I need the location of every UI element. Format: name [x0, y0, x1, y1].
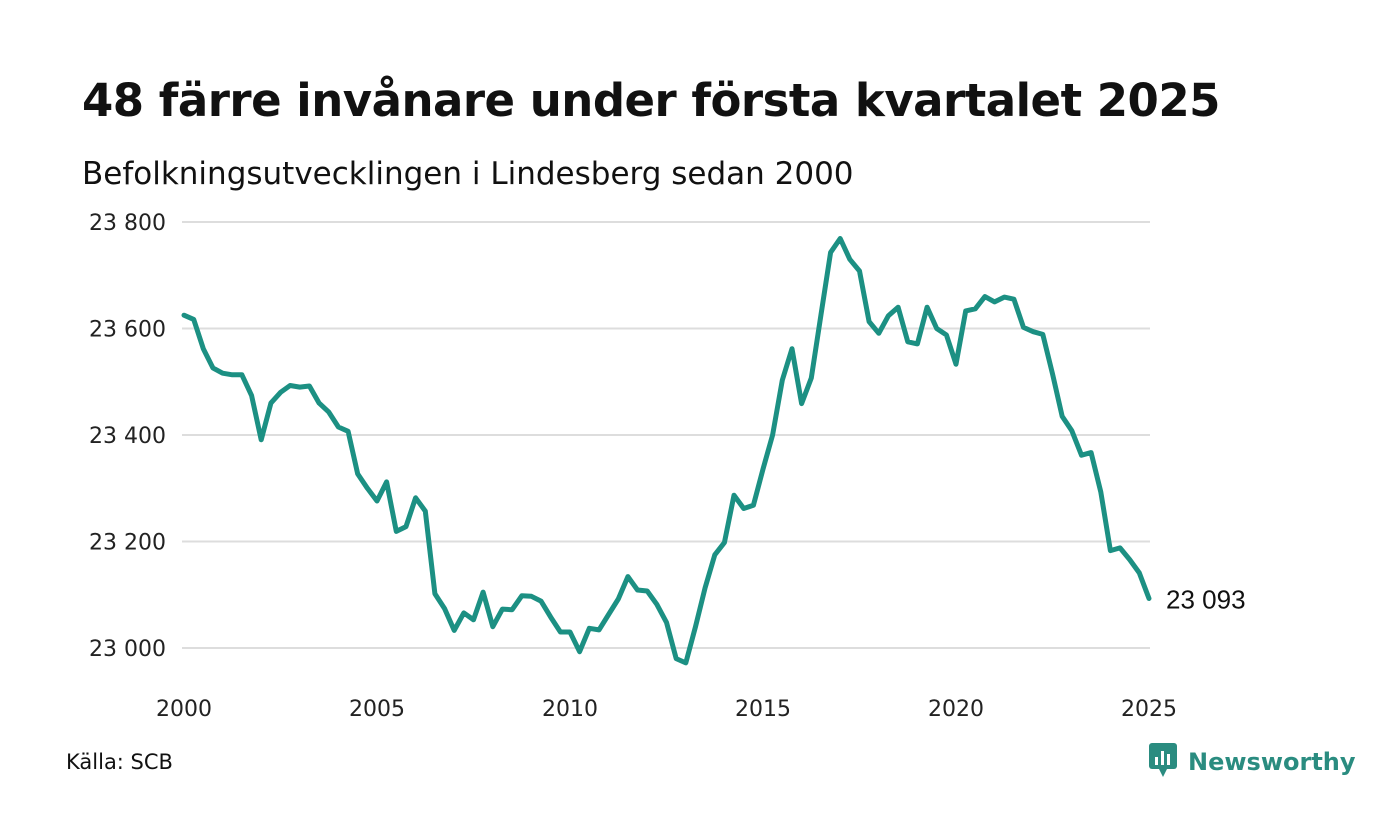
end-value-layer: 23 093: [1166, 584, 1246, 614]
y-tick-label: 23 600: [89, 318, 166, 343]
y-tick-label: 23 800: [89, 211, 166, 236]
end-value-label: 23 093: [1166, 584, 1246, 614]
x-tick-label: 2010: [542, 697, 598, 722]
y-axis-tick-labels: 23 000 23 200 23 400 23 600 23 800: [89, 211, 166, 662]
chart-title: 48 färre invånare under första kvartalet…: [82, 74, 1221, 127]
y-tick-label: 23 000: [89, 637, 166, 662]
grid-lines: [182, 221, 1150, 649]
x-tick-label: 2025: [1121, 697, 1177, 722]
x-tick-label: 2005: [349, 697, 405, 722]
y-tick-label: 23 200: [89, 531, 166, 556]
chart-subtitle: Befolkningsutvecklingen i Lindesberg sed…: [82, 156, 854, 192]
x-tick-label: 2000: [156, 697, 212, 722]
source-note: Källa: SCB: [66, 750, 173, 774]
series-line-layer: [181, 236, 1152, 666]
brand-logo[interactable]: Newsworthy: [1148, 742, 1356, 782]
brand-name: Newsworthy: [1188, 748, 1356, 776]
y-tick-label: 23 400: [89, 424, 166, 449]
x-axis-tick-labels: 2000 2005 2010 2015 2020 2025: [156, 697, 1177, 722]
newsworthy-logo-icon: [1148, 742, 1178, 782]
x-tick-label: 2015: [735, 697, 791, 722]
population-series-line: [181, 236, 1152, 666]
x-tick-label: 2020: [928, 697, 984, 722]
